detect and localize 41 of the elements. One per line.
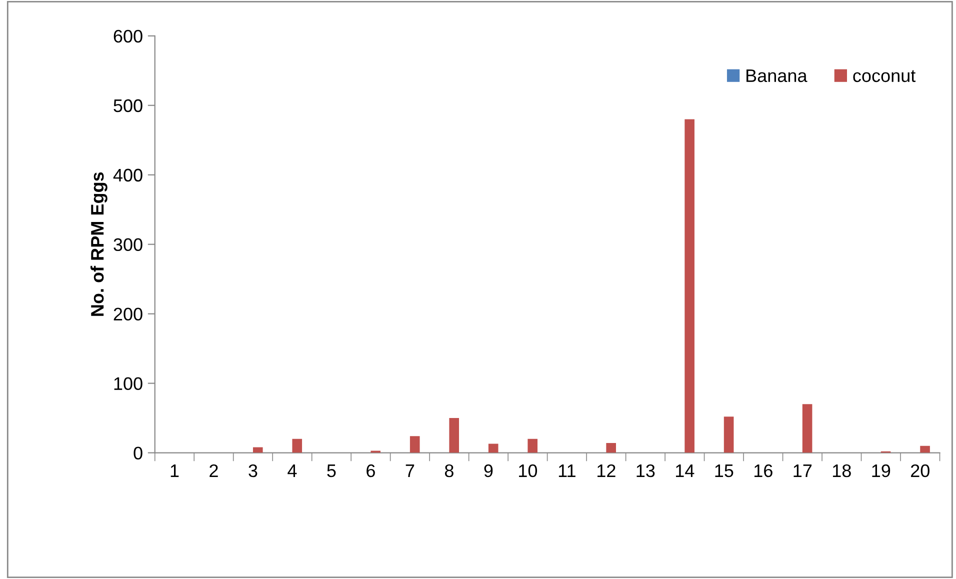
x-tick-label: 7 — [406, 464, 414, 477]
y-tick-label: 300 — [114, 238, 142, 252]
x-tick-label: 16 — [754, 464, 772, 478]
bar — [449, 418, 460, 453]
y-tick-label: 200 — [114, 308, 142, 321]
x-tick-label: 3 — [248, 464, 258, 478]
bar — [488, 444, 498, 453]
y-tick-label: 600 — [114, 30, 142, 43]
x-tick-label: 2 — [210, 464, 218, 477]
bar — [802, 404, 812, 453]
y-tick-label: 100 — [114, 377, 142, 390]
x-tick-label: 17 — [794, 464, 812, 477]
x-tick-label: 18 — [832, 464, 851, 478]
y-tick-label: 0 — [134, 446, 142, 460]
bar — [724, 416, 734, 453]
y-tick-label: 500 — [114, 99, 142, 112]
x-tick-label: 20 — [910, 464, 930, 478]
x-tick-label: 12 — [598, 464, 616, 477]
legend-label: coconut — [853, 70, 916, 82]
bar — [292, 438, 302, 453]
x-tick-label: 6 — [366, 464, 375, 478]
legend-label: Banana — [746, 69, 808, 82]
x-tick-label: 13 — [636, 464, 655, 478]
y-tick-label: 400 — [113, 168, 142, 182]
x-tick-label: 8 — [444, 464, 454, 478]
x-tick-label: 10 — [519, 464, 538, 478]
x-tick-label: 19 — [872, 464, 890, 478]
x-tick-label: 4 — [288, 464, 297, 477]
x-tick-label: 11 — [558, 464, 576, 477]
bar — [684, 119, 694, 453]
x-tick-label: 15 — [715, 464, 734, 478]
x-tick-label: 5 — [327, 464, 336, 478]
bar — [920, 446, 930, 453]
x-tick-label: 9 — [484, 464, 493, 478]
bar — [606, 443, 616, 453]
bar — [252, 447, 263, 453]
bar — [528, 438, 538, 453]
x-tick-label: 1 — [170, 464, 179, 477]
bar — [410, 436, 420, 453]
y-axis-title: No. of RPM Eggs — [90, 172, 108, 316]
x-tick-label: 14 — [676, 464, 694, 477]
